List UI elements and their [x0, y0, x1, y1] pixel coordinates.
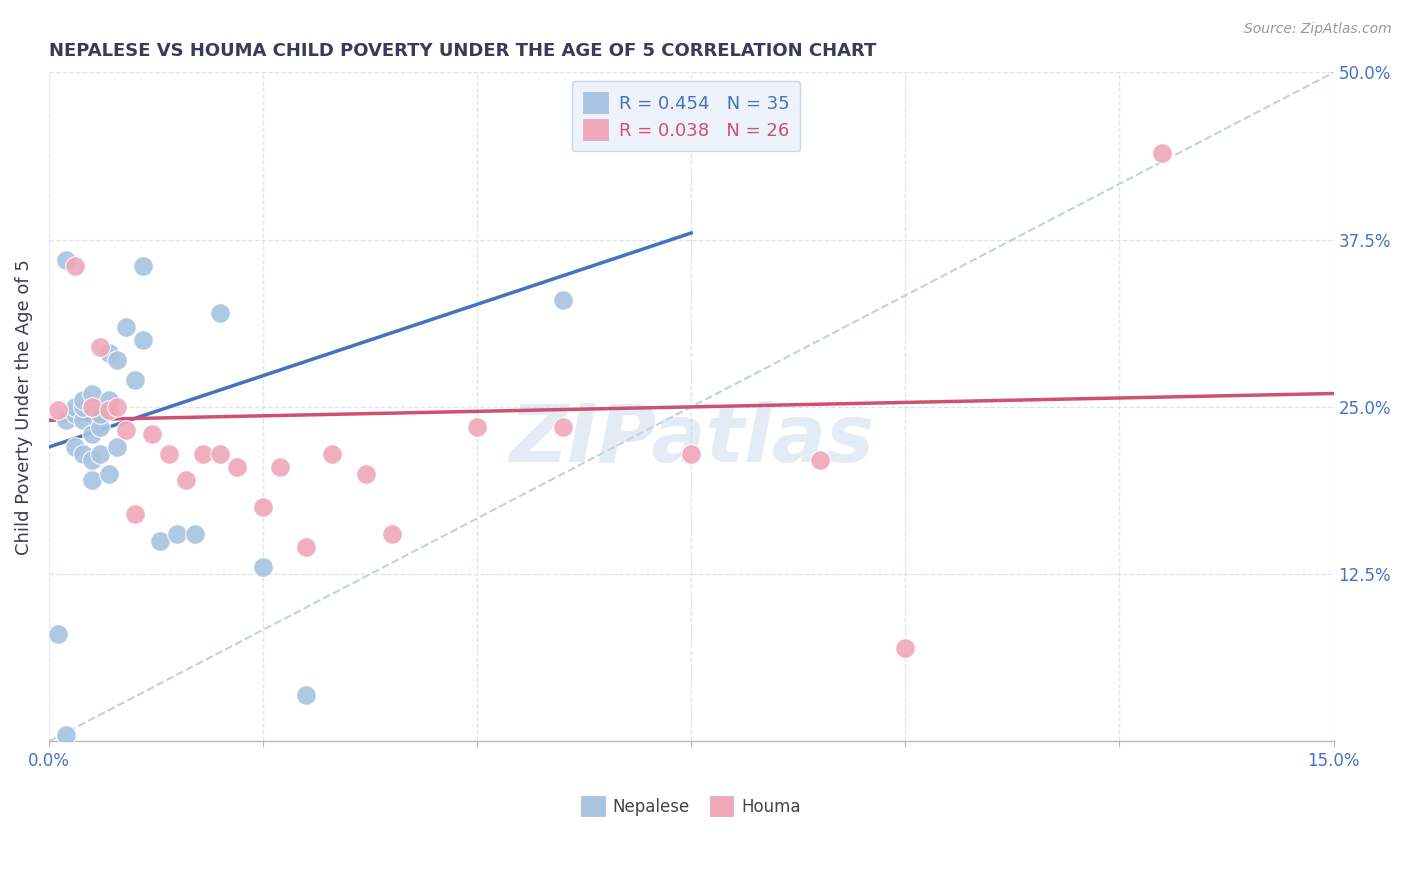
- Point: [97, 467, 120, 481]
- Legend: Nepalese, Houma: Nepalese, Houma: [575, 789, 808, 822]
- Point: [551, 293, 574, 307]
- Point: [107, 440, 129, 454]
- Point: [321, 447, 343, 461]
- Point: [226, 460, 249, 475]
- Point: [80, 474, 103, 488]
- Point: [149, 533, 172, 548]
- Point: [132, 260, 155, 274]
- Text: Source: ZipAtlas.com: Source: ZipAtlas.com: [1244, 22, 1392, 37]
- Point: [551, 420, 574, 434]
- Point: [174, 474, 197, 488]
- Point: [252, 560, 274, 574]
- Point: [115, 423, 138, 437]
- Point: [124, 507, 146, 521]
- Point: [1152, 145, 1174, 160]
- Point: [183, 527, 205, 541]
- Point: [97, 393, 120, 408]
- Point: [72, 447, 94, 461]
- Point: [166, 527, 188, 541]
- Point: [55, 252, 77, 267]
- Point: [107, 353, 129, 368]
- Point: [80, 400, 103, 414]
- Point: [107, 400, 129, 414]
- Point: [46, 402, 69, 417]
- Point: [894, 640, 917, 655]
- Point: [209, 306, 232, 320]
- Point: [252, 500, 274, 515]
- Point: [63, 407, 86, 421]
- Point: [72, 393, 94, 408]
- Point: [295, 688, 318, 702]
- Point: [80, 453, 103, 467]
- Point: [141, 426, 163, 441]
- Point: [157, 447, 180, 461]
- Point: [89, 340, 111, 354]
- Point: [89, 420, 111, 434]
- Point: [808, 453, 831, 467]
- Text: ZIPatlas: ZIPatlas: [509, 401, 873, 479]
- Point: [63, 400, 86, 414]
- Point: [72, 413, 94, 427]
- Point: [132, 333, 155, 347]
- Point: [97, 402, 120, 417]
- Point: [465, 420, 488, 434]
- Point: [354, 467, 377, 481]
- Point: [80, 400, 103, 414]
- Point: [209, 447, 232, 461]
- Point: [55, 728, 77, 742]
- Point: [80, 426, 103, 441]
- Point: [80, 386, 103, 401]
- Point: [295, 541, 318, 555]
- Point: [380, 527, 402, 541]
- Text: NEPALESE VS HOUMA CHILD POVERTY UNDER THE AGE OF 5 CORRELATION CHART: NEPALESE VS HOUMA CHILD POVERTY UNDER TH…: [49, 42, 876, 60]
- Point: [269, 460, 291, 475]
- Point: [191, 447, 214, 461]
- Point: [72, 400, 94, 414]
- Point: [46, 627, 69, 641]
- Point: [681, 447, 703, 461]
- Point: [97, 346, 120, 360]
- Point: [124, 373, 146, 387]
- Y-axis label: Child Poverty Under the Age of 5: Child Poverty Under the Age of 5: [15, 259, 32, 555]
- Point: [63, 440, 86, 454]
- Point: [63, 260, 86, 274]
- Point: [115, 319, 138, 334]
- Point: [89, 447, 111, 461]
- Point: [55, 413, 77, 427]
- Point: [89, 407, 111, 421]
